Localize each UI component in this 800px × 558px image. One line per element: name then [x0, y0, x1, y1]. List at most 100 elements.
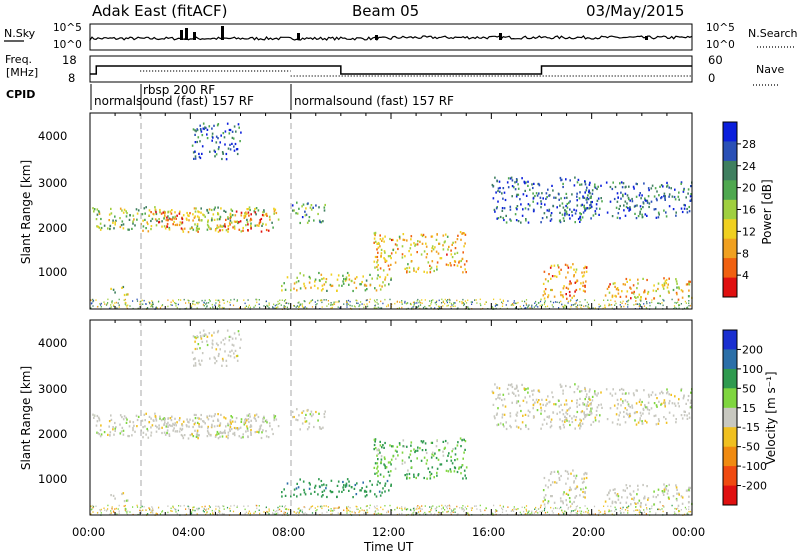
power-cell	[401, 253, 404, 256]
power-cell	[151, 217, 154, 220]
power-cell	[539, 300, 542, 303]
power-cell	[224, 225, 226, 228]
velocity-cell	[96, 512, 99, 514]
power-cell	[495, 207, 498, 210]
velocity-cell	[142, 436, 144, 439]
power-cell	[212, 136, 214, 139]
velocity-cell	[638, 400, 641, 403]
power-cell	[668, 195, 670, 198]
velocity-cell	[274, 415, 277, 418]
power-cell	[250, 227, 252, 230]
velocity-cell	[463, 451, 465, 454]
power-cell	[558, 301, 560, 304]
power-cell	[304, 306, 306, 308]
velocity-cell	[330, 513, 332, 515]
velocity-cell	[380, 461, 382, 464]
power-cell	[364, 289, 367, 292]
power-cell	[549, 219, 552, 222]
velocity-cell	[538, 508, 540, 510]
velocity-cell	[690, 399, 692, 402]
velocity-cell	[562, 389, 564, 392]
velocity-cell	[390, 484, 392, 487]
power-cell	[605, 181, 608, 184]
power-cell	[577, 304, 579, 306]
velocity-cell	[194, 429, 196, 432]
power-cell	[413, 301, 415, 303]
power-cell	[450, 306, 452, 308]
power-cell	[333, 303, 336, 305]
power-cell	[308, 281, 311, 284]
power-cell	[214, 229, 217, 232]
power-cell	[597, 197, 600, 200]
power-cell	[127, 228, 129, 231]
power-cell	[399, 301, 401, 303]
power-cell	[197, 302, 199, 305]
power-cell	[219, 229, 221, 232]
velocity-cell	[104, 509, 106, 511]
velocity-cell	[678, 510, 681, 512]
velocity-cell	[423, 476, 425, 480]
velocity-cell	[564, 418, 566, 422]
power-cell	[206, 133, 208, 136]
power-cell	[268, 304, 270, 306]
power-cell	[656, 190, 658, 193]
power-cell	[236, 299, 238, 301]
power-cell	[194, 150, 196, 153]
power-cell	[273, 303, 275, 306]
velocity-cell	[390, 458, 393, 461]
velocity-cell	[369, 490, 372, 493]
velocity-cell	[662, 491, 664, 494]
velocity-cell	[556, 412, 558, 415]
velocity-cell	[591, 407, 593, 410]
power-cell	[96, 213, 99, 216]
velocity-cell	[421, 449, 424, 452]
velocity-cell	[549, 426, 552, 429]
velocity-cell	[317, 419, 319, 422]
velocity-cell	[687, 513, 689, 516]
velocity-cell	[311, 512, 314, 514]
velocity-cell	[232, 510, 235, 513]
power-cell	[424, 235, 427, 239]
velocity-cell	[559, 418, 561, 421]
velocity-cell	[95, 505, 97, 507]
velocity-cell	[499, 504, 501, 507]
power-cell	[374, 301, 376, 303]
velocity-cell	[678, 398, 680, 401]
power-cell	[584, 285, 586, 288]
velocity-cell	[168, 433, 171, 436]
power-cell	[429, 305, 431, 307]
power-cell	[442, 244, 444, 247]
velocity-cell	[566, 503, 568, 506]
velocity-cell	[217, 419, 219, 422]
velocity-cell	[273, 419, 275, 422]
velocity-cell	[536, 401, 539, 404]
velocity-cell	[585, 395, 588, 398]
power-cell	[119, 207, 122, 210]
power-cell	[574, 271, 577, 274]
velocity-cell	[575, 506, 577, 508]
velocity-cell	[584, 491, 586, 495]
velocity-cell	[215, 508, 217, 510]
power-cell	[589, 192, 591, 195]
velocity-cell	[430, 507, 433, 510]
velocity-cell	[377, 452, 380, 456]
power-cell	[665, 211, 667, 214]
freq-tick-high: 18	[62, 53, 77, 67]
power-cell	[579, 220, 581, 223]
velocity-cell	[503, 413, 506, 416]
power-cell	[229, 212, 232, 215]
power-cell	[685, 283, 688, 286]
power-cell	[185, 307, 188, 309]
cpid-entry-2: rbsp 200 RF	[143, 83, 215, 97]
velocity-cell	[657, 418, 660, 421]
velocity-cell	[390, 463, 392, 466]
velocity-cell	[438, 505, 440, 508]
velocity-cell	[546, 402, 548, 405]
velocity-cell	[152, 512, 154, 514]
power-cell	[662, 298, 664, 301]
velocity-cell	[152, 507, 154, 510]
power-cell	[502, 216, 504, 220]
velocity-cell	[575, 512, 577, 514]
velocity-cell	[584, 505, 586, 507]
velocity-cell	[590, 423, 592, 426]
